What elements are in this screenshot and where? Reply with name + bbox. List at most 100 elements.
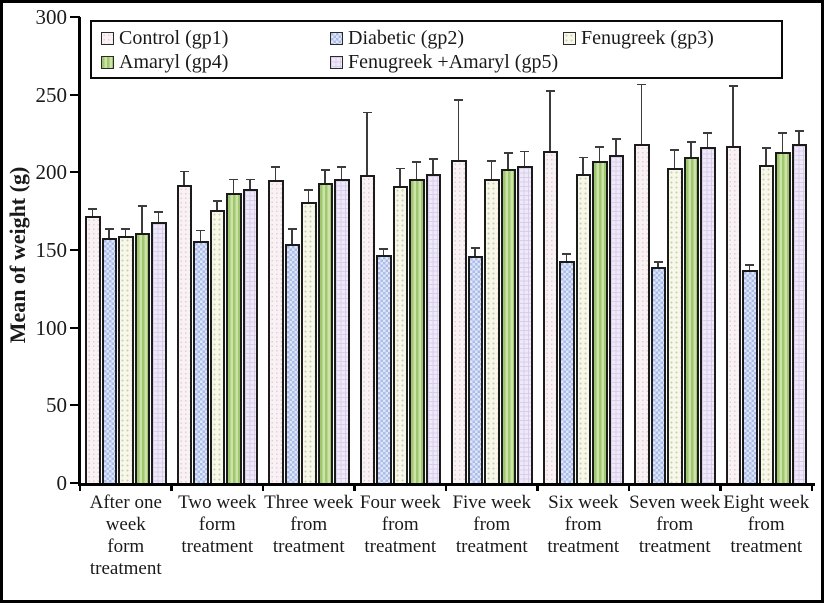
y-tick-label: 200 bbox=[35, 160, 68, 185]
error-bar-cap-gp5 bbox=[611, 138, 621, 140]
y-axis-line bbox=[78, 17, 81, 485]
x-tick-mark bbox=[810, 483, 814, 491]
error-bar-amaryl bbox=[781, 131, 784, 153]
error-bar-gp5 bbox=[157, 211, 160, 223]
error-bar-control bbox=[274, 166, 277, 181]
error-bar-cap-control bbox=[545, 90, 555, 92]
error-bar-fenugreek bbox=[307, 189, 310, 202]
bar-diabetic-group8 bbox=[742, 270, 758, 483]
error-bar-control bbox=[732, 85, 734, 146]
error-bar-diabetic bbox=[108, 228, 110, 238]
error-bar-amaryl bbox=[598, 145, 601, 162]
bar-control-group2 bbox=[176, 184, 192, 483]
error-bar-cap-gp5 bbox=[337, 166, 347, 168]
x-tick-mark bbox=[353, 483, 356, 491]
error-bar-fenugreek bbox=[124, 228, 127, 237]
y-tick-label: 100 bbox=[35, 315, 68, 340]
bar-diabetic-group7 bbox=[650, 267, 666, 483]
x-tick-mark bbox=[261, 483, 265, 491]
error-bar-diabetic bbox=[748, 263, 751, 271]
bar-amaryl-group4 bbox=[409, 178, 425, 483]
bar-gp5-group5 bbox=[517, 166, 533, 483]
legend-swatch-gp5 bbox=[330, 55, 343, 69]
error-bar-control bbox=[549, 90, 551, 151]
bar-control-group5 bbox=[451, 159, 467, 483]
error-bar-control bbox=[183, 170, 185, 185]
error-bar-diabetic bbox=[565, 253, 568, 261]
error-bar-cap-diabetic bbox=[470, 246, 480, 249]
y-tick-mark bbox=[70, 326, 80, 329]
bar-fenugreek-group4 bbox=[392, 186, 408, 483]
y-tick-mark bbox=[70, 16, 80, 18]
bar-gp5-group8 bbox=[791, 144, 807, 483]
error-bar-cap-fenugreek bbox=[304, 189, 314, 192]
y-tick-label: 250 bbox=[35, 82, 68, 107]
error-bar-cap-control bbox=[179, 170, 189, 173]
bar-diabetic-group2 bbox=[193, 240, 209, 483]
error-bar-fenugreek bbox=[673, 149, 676, 168]
bar-amaryl-group2 bbox=[226, 192, 242, 483]
bar-fenugreek-group5 bbox=[484, 178, 500, 483]
error-bar-cap-control bbox=[88, 208, 98, 210]
error-bar-cap-amaryl bbox=[412, 161, 422, 164]
y-tick-mark bbox=[70, 482, 80, 484]
bar-gp5-group3 bbox=[334, 178, 350, 483]
legend-swatch-control bbox=[101, 31, 114, 45]
error-bar-cap-amaryl bbox=[778, 131, 788, 134]
error-bar-amaryl bbox=[507, 152, 509, 170]
legend-label-diabetic: Diabetic (gp2) bbox=[348, 26, 465, 49]
x-tick-mark bbox=[719, 483, 722, 491]
bar-fenugreek-group6 bbox=[575, 173, 591, 483]
x-tick-mark bbox=[536, 483, 539, 491]
error-bar-fenugreek bbox=[490, 159, 493, 179]
x-tick-mark bbox=[78, 483, 82, 491]
bar-amaryl-group3 bbox=[317, 183, 333, 483]
error-bar-cap-diabetic bbox=[562, 253, 572, 255]
bar-fenugreek-group2 bbox=[209, 209, 225, 483]
error-bar-cap-diabetic bbox=[104, 228, 114, 230]
legend-swatch-amaryl bbox=[101, 55, 114, 69]
error-bar-cap-fenugreek bbox=[395, 167, 405, 170]
bar-control-group1 bbox=[85, 215, 101, 483]
legend-label-gp5: Fenugreek +Amaryl (gp5) bbox=[348, 50, 559, 73]
y-tick-label: 0 bbox=[56, 471, 68, 495]
legend-item-control: Control (gp1) bbox=[101, 27, 330, 50]
error-bar-cap-control bbox=[637, 83, 647, 86]
legend-swatch-diabetic bbox=[330, 31, 343, 45]
error-bar-gp5 bbox=[432, 158, 434, 174]
error-bar-cap-fenugreek bbox=[212, 200, 222, 202]
error-bar-gp5 bbox=[249, 178, 251, 190]
error-bar-control bbox=[457, 99, 460, 160]
error-bar-cap-gp5 bbox=[154, 211, 164, 213]
x-category-label: Seven week from treatment bbox=[629, 492, 721, 557]
legend-label-fenugreek: Fenugreek (gp3) bbox=[581, 26, 714, 49]
error-bar-cap-diabetic bbox=[745, 263, 755, 266]
error-bar-diabetic bbox=[291, 228, 293, 244]
y-tick-label: 150 bbox=[35, 238, 68, 262]
error-bar-diabetic bbox=[199, 229, 202, 241]
x-tick-mark bbox=[170, 483, 173, 491]
error-bar-gp5 bbox=[340, 166, 343, 179]
bar-gp5-group4 bbox=[425, 173, 441, 483]
error-bar-cap-fenugreek bbox=[487, 159, 497, 162]
error-bar-diabetic bbox=[474, 246, 476, 257]
error-bar-cap-control bbox=[362, 111, 372, 114]
bar-diabetic-group4 bbox=[376, 254, 392, 483]
error-bar-control bbox=[366, 111, 368, 176]
error-bar-cap-amaryl bbox=[137, 204, 147, 207]
error-bar-cap-gp5 bbox=[245, 178, 255, 181]
error-bar-fenugreek bbox=[765, 147, 767, 165]
error-bar-cap-fenugreek bbox=[761, 147, 771, 150]
error-bar-amaryl bbox=[232, 178, 235, 193]
x-category-label: Two week form treatment bbox=[178, 492, 257, 557]
bar-diabetic-group3 bbox=[284, 243, 300, 483]
bar-diabetic-group5 bbox=[467, 256, 483, 483]
error-bar-cap-fenugreek bbox=[670, 149, 680, 151]
y-tick-mark bbox=[70, 171, 80, 174]
legend-swatch-fenugreek bbox=[563, 31, 576, 45]
bar-diabetic-group1 bbox=[101, 237, 117, 483]
error-bar-cap-control bbox=[728, 85, 738, 88]
bar-control-group8 bbox=[725, 145, 741, 483]
error-bar-cap-diabetic bbox=[287, 228, 297, 230]
